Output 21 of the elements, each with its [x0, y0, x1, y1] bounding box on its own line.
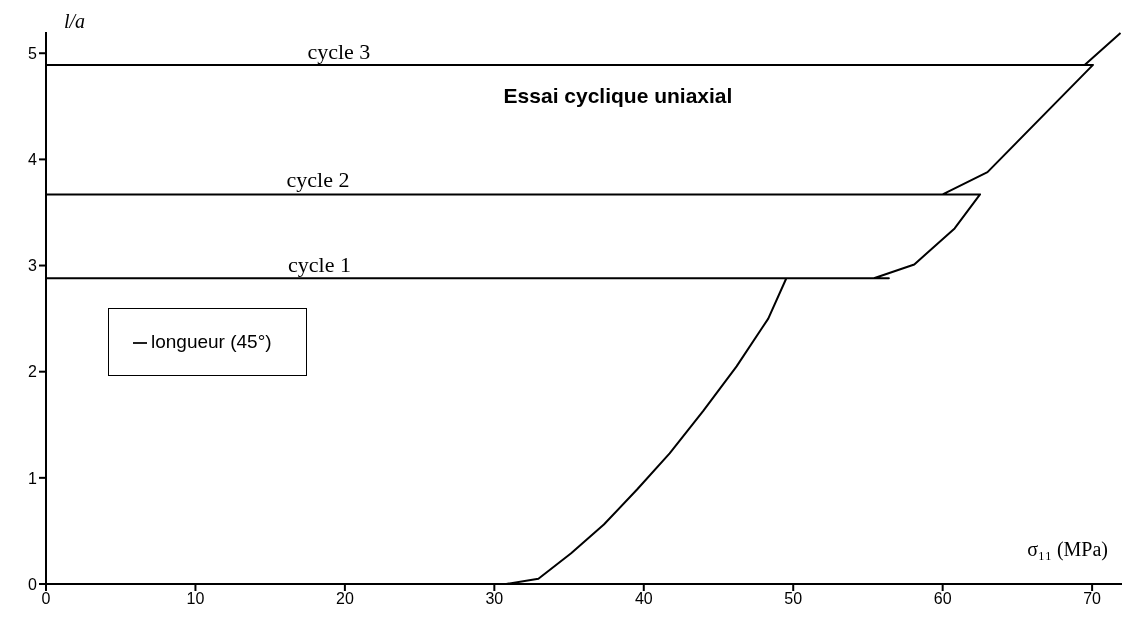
y-tick-label: 0: [28, 575, 38, 593]
y-tick-label: 1: [28, 469, 38, 487]
x-tick-label: 30: [485, 590, 504, 608]
text: Essai cyclique uniaxial: [502, 84, 734, 108]
y-tick-label: 3: [28, 257, 38, 275]
x-tick-label: 20: [335, 590, 354, 608]
y-tick-label: 5: [28, 44, 38, 62]
x-tick-label: 0: [41, 590, 51, 608]
annotation: cycle 1: [288, 252, 351, 278]
y-axis-title: l/a: [64, 10, 86, 33]
y-tick-label: 2: [28, 363, 38, 381]
annotation: cycle 2: [286, 167, 350, 193]
legend-label: longueur (45°): [151, 331, 272, 352]
x-axis-title: σ₁₁ (MPa): [1027, 538, 1108, 561]
x-tick-label: 40: [634, 590, 653, 608]
x-tick-label: 50: [784, 590, 803, 608]
x-tick-label: 60: [933, 590, 952, 608]
x-tick-label: 10: [186, 590, 205, 608]
x-tick-label: 70: [1083, 590, 1102, 608]
annotation: cycle 3: [307, 38, 371, 64]
y-tick-label: 4: [28, 151, 38, 169]
